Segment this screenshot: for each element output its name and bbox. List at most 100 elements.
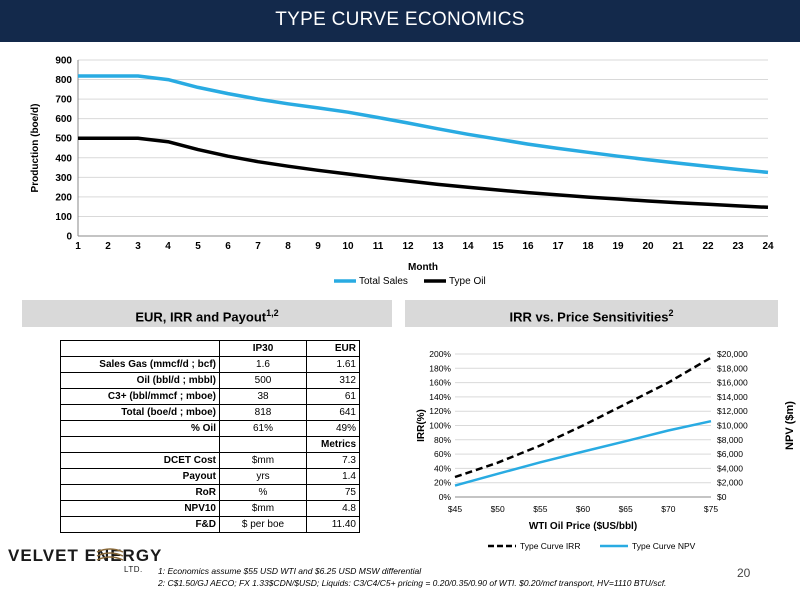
- table-cell: $mm: [219, 452, 307, 469]
- table-cell: 61%: [219, 420, 307, 437]
- y-axis-title: IRR(%): [416, 409, 427, 442]
- y-tick-label: 600: [55, 114, 72, 125]
- sensitivity-chart: 0% 20% 40% 60% 80% 100% 120% 140% 160% 180% 200% $0…: [416, 349, 796, 551]
- x-tick-label: 16: [522, 241, 534, 252]
- table-cell: Sales Gas (mmcf/d ; bcf): [60, 356, 220, 373]
- footnote-1: 1: Economics assume $55 USD WTI and $6.2…: [158, 566, 422, 576]
- y2-tick-label: $14,000: [717, 392, 748, 402]
- logo-swirl-icon: [96, 548, 124, 561]
- page-number: 20: [737, 566, 751, 580]
- x-tick-label: 22: [702, 241, 714, 252]
- table-cell: %: [219, 484, 307, 501]
- series-line-type-oil: [78, 136, 769, 210]
- y-tick-label: 120%: [429, 406, 451, 416]
- table-cell: 818: [219, 404, 307, 421]
- x-tick-label: 24: [762, 241, 774, 252]
- x-tick-label: 17: [552, 241, 564, 252]
- y-tick-label: 0%: [439, 492, 452, 502]
- legend-label: Type Curve IRR: [520, 541, 580, 551]
- x-tick-label: 7: [255, 241, 261, 252]
- y-tick-label: 40%: [434, 463, 451, 473]
- table-row: Total (boe/d ; mboe) 818 641: [60, 404, 360, 421]
- series-line-type-curve-npv: [454, 419, 712, 487]
- x-tick-label: 4: [165, 241, 171, 252]
- sensitivity-section-sup: 2: [668, 308, 674, 318]
- series-line-total-sales: [78, 74, 769, 175]
- table-cell: % Oil: [60, 420, 220, 437]
- footnote-2: 2: C$1.50/GJ AECO; FX 1.33$CDN/$USD; Liq…: [158, 578, 667, 588]
- table-cell: $mm: [219, 500, 307, 517]
- y2-tick-label: $16,000: [717, 378, 748, 388]
- x-tick-label: $45: [448, 504, 462, 514]
- y-tick-label: 800: [55, 75, 72, 86]
- y2-axis-title: NPV ($m): [784, 401, 796, 450]
- sensitivity-section-title: IRR vs. Price Sensitivities: [509, 309, 669, 325]
- table-cell: DCET Cost: [60, 452, 220, 469]
- eur-section-title: EUR, IRR and Payout: [135, 309, 267, 325]
- table-row: % Oil 61% 49%: [60, 420, 360, 437]
- table-cell: 75: [306, 484, 360, 501]
- y-tick-label: 20%: [434, 478, 451, 488]
- x-tick-label: $65: [619, 504, 633, 514]
- table-cell: 61: [306, 388, 360, 405]
- x-tick-label: 6: [225, 241, 231, 252]
- table-cell: [60, 436, 220, 453]
- table-row: Oil (bbl/d ; mbbl) 500 312: [60, 372, 360, 389]
- y2-tick-label: $18,000: [717, 363, 748, 373]
- y-tick-label: 140%: [429, 392, 451, 402]
- title-bar: TYPE CURVE ECONOMICS: [0, 0, 800, 42]
- x-tick-label: 20: [642, 241, 654, 252]
- y2-tick-label: $12,000: [717, 406, 748, 416]
- x-tick-label: $70: [661, 504, 675, 514]
- table-cell: 4.8: [306, 500, 360, 517]
- page-title: TYPE CURVE ECONOMICS: [275, 9, 525, 30]
- table-cell: [219, 436, 307, 453]
- x-tick-label: 10: [342, 241, 354, 252]
- eur-section-header: EUR, IRR and Payout1,2: [22, 300, 392, 327]
- table-cell: Metrics: [306, 436, 360, 453]
- legend-label: Type Oil: [449, 276, 486, 287]
- table-cell: NPV10: [60, 500, 220, 517]
- y-tick-label: 180%: [429, 363, 451, 373]
- table-cell: Total (boe/d ; mboe): [60, 404, 220, 421]
- x-tick-label: 21: [672, 241, 684, 252]
- logo-text: VELVET ENERGY: [8, 546, 163, 565]
- x-tick-label: 8: [285, 241, 291, 252]
- table-cell: EUR: [306, 340, 360, 357]
- y-tick-label: 100: [55, 212, 72, 223]
- metrics-header-row: Metrics: [60, 436, 360, 453]
- x-tick-label: 11: [373, 241, 384, 252]
- metrics-row: NPV10 $mm 4.8: [60, 500, 360, 517]
- x-tick-label: 15: [492, 241, 504, 252]
- table-cell: 1.4: [306, 468, 360, 485]
- x-tick-label: 12: [402, 241, 414, 252]
- y-tick-label: 80%: [434, 435, 451, 445]
- x-tick-label: 1: [75, 241, 81, 252]
- table-cell: 7.3: [306, 452, 360, 469]
- y-axis-title: Production (boe/d): [30, 104, 41, 193]
- x-tick-label: 23: [732, 241, 744, 252]
- x-tick-label: 13: [432, 241, 444, 252]
- logo-sub: LTD.: [124, 565, 143, 574]
- table-cell: yrs: [219, 468, 307, 485]
- y-tick-label: 500: [55, 134, 72, 145]
- eur-table: IP30 EUR Sales Gas (mmcf/d ; bcf) 1.6 1.61 Oi…: [60, 340, 360, 533]
- table-cell: 49%: [306, 420, 360, 437]
- x-tick-label: 19: [612, 241, 624, 252]
- y2-tick-label: $20,000: [717, 349, 748, 359]
- y-tick-label: 300: [55, 173, 72, 184]
- y2-tick-label: $8,000: [717, 435, 743, 445]
- x-tick-label: $50: [491, 504, 505, 514]
- y-tick-label: 200: [55, 192, 72, 203]
- y2-tick-label: $0: [717, 492, 727, 502]
- x-axis-title: Month: [408, 262, 438, 273]
- table-cell: 641: [306, 404, 360, 421]
- legend-label: Type Curve NPV: [632, 541, 696, 551]
- y2-tick-label: $2,000: [717, 478, 743, 488]
- table-cell: 1.61: [306, 356, 360, 373]
- y2-tick-label: $10,000: [717, 421, 748, 431]
- y-tick-label: 60%: [434, 449, 451, 459]
- table-cell: Oil (bbl/d ; mbbl): [60, 372, 220, 389]
- table-cell: 1.6: [219, 356, 307, 373]
